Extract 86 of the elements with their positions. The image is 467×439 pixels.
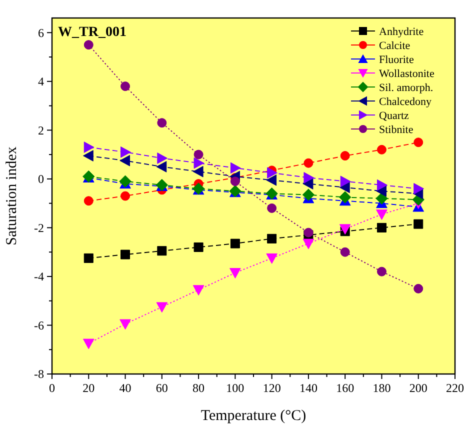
point bbox=[376, 210, 388, 220]
point bbox=[156, 161, 167, 172]
legend-label: Fluorite bbox=[379, 54, 414, 66]
x-tick-label: 40 bbox=[119, 381, 132, 395]
legend-label: Stibnite bbox=[379, 124, 414, 136]
point bbox=[119, 175, 132, 188]
x-axis-title: Temperature (°C) bbox=[200, 408, 306, 424]
x-tick-label: 20 bbox=[82, 381, 95, 395]
legend-label: Calcite bbox=[379, 40, 410, 52]
x-tick-label: 180 bbox=[372, 381, 391, 395]
x-tick-label: 100 bbox=[226, 381, 244, 395]
point bbox=[376, 185, 386, 197]
point bbox=[120, 154, 130, 166]
point bbox=[376, 144, 386, 154]
point bbox=[302, 238, 314, 250]
y-tick-label: 4 bbox=[38, 74, 44, 89]
point bbox=[192, 285, 204, 296]
point bbox=[302, 178, 314, 190]
point bbox=[266, 174, 277, 186]
x-tick-label: 60 bbox=[156, 381, 168, 395]
point bbox=[339, 224, 351, 235]
point bbox=[340, 247, 350, 257]
y-tick-label: -4 bbox=[34, 270, 44, 284]
point bbox=[304, 172, 314, 184]
point bbox=[376, 179, 388, 191]
y-tick-label: 6 bbox=[38, 26, 44, 40]
x-tick-label: 120 bbox=[262, 381, 281, 395]
point bbox=[340, 176, 351, 188]
y-tick-label: -6 bbox=[34, 318, 44, 332]
point bbox=[120, 250, 130, 260]
point bbox=[156, 302, 168, 313]
point bbox=[120, 319, 131, 330]
point bbox=[338, 191, 352, 204]
point bbox=[157, 118, 167, 128]
x-tick-label: 160 bbox=[336, 381, 354, 395]
point bbox=[414, 219, 424, 229]
point bbox=[414, 138, 424, 148]
point bbox=[230, 176, 240, 186]
point bbox=[304, 228, 314, 238]
point bbox=[267, 203, 277, 213]
point bbox=[194, 150, 204, 160]
point bbox=[230, 268, 241, 278]
legend-label: Quartz bbox=[379, 110, 410, 122]
point bbox=[157, 152, 168, 164]
point bbox=[82, 338, 94, 350]
y-tick-label: 2 bbox=[38, 123, 44, 138]
y-tick-label: 0 bbox=[38, 172, 44, 186]
point bbox=[230, 238, 240, 248]
x-tick-label: 200 bbox=[409, 381, 428, 395]
point bbox=[266, 253, 278, 264]
point bbox=[194, 242, 204, 252]
point bbox=[120, 146, 131, 158]
point bbox=[376, 192, 388, 205]
point bbox=[414, 183, 424, 194]
y-tick-label: -8 bbox=[34, 367, 44, 382]
x-tick-label: 0 bbox=[49, 381, 55, 395]
point bbox=[339, 182, 350, 194]
legend-label: Chalcedony bbox=[379, 96, 432, 108]
point bbox=[304, 158, 314, 168]
point bbox=[84, 142, 94, 153]
x-tick-label: 140 bbox=[299, 381, 318, 395]
point bbox=[192, 166, 204, 178]
point bbox=[84, 40, 94, 50]
point bbox=[376, 266, 386, 276]
point bbox=[82, 150, 94, 162]
point bbox=[120, 191, 130, 201]
point bbox=[194, 157, 204, 169]
y-tick-label: -2 bbox=[34, 220, 44, 235]
point bbox=[120, 82, 130, 92]
point bbox=[340, 151, 350, 161]
x-tick-label: 80 bbox=[192, 381, 205, 395]
point bbox=[302, 188, 315, 201]
legend-label: Anhydrite bbox=[379, 26, 424, 38]
point bbox=[84, 196, 94, 206]
point bbox=[84, 253, 94, 263]
point bbox=[230, 162, 241, 174]
y-axis-title: Saturation index bbox=[4, 146, 20, 246]
text: W_TR_001 bbox=[58, 25, 126, 40]
legend-label: Wollastonite bbox=[379, 68, 434, 80]
legend-label: Sil. amorph. bbox=[379, 82, 434, 94]
point bbox=[267, 167, 278, 178]
point bbox=[267, 234, 277, 244]
point bbox=[414, 284, 424, 294]
point bbox=[376, 222, 386, 232]
point bbox=[157, 246, 167, 256]
x-tick-label: 220 bbox=[446, 381, 464, 395]
